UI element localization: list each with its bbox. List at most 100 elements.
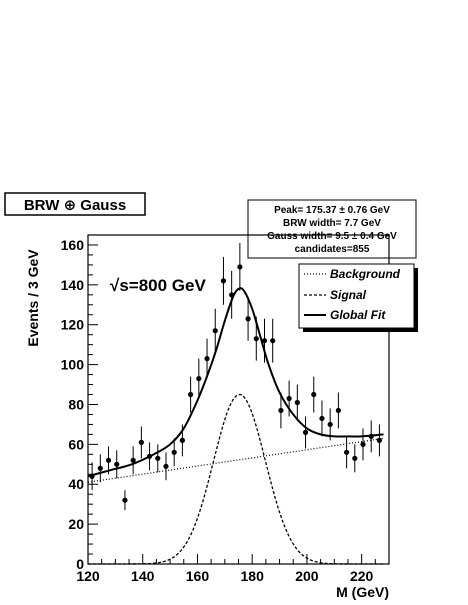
data-marker [319,415,325,422]
data-marker [114,461,120,467]
y-axis-label: Events / 3 GeV [25,249,41,347]
data-marker [352,455,358,461]
data-marker [196,375,202,382]
legend: Background Signal Global Fit [298,263,418,332]
data-point [138,426,144,459]
data-marker [360,441,366,447]
data-point [360,428,366,461]
data-point [335,392,341,429]
y-tick-label: 120 [61,317,85,333]
legend-label-global-fit: Global Fit [330,308,386,322]
data-point [278,392,284,429]
data-point [97,454,103,483]
x-axis-label: M (GeV) [336,584,389,600]
data-point [114,450,120,479]
data-point [245,296,251,341]
y-tick-label: 100 [61,357,85,373]
fit-stat-brw-width: BRW width= 7.7 GeV [283,218,381,229]
data-marker [97,465,103,471]
data-points [89,242,383,511]
energy-annotation: √s=800 GeV [110,276,206,295]
data-point [302,416,309,449]
data-marker [155,455,161,461]
data-point [311,376,317,413]
data-point [130,446,136,475]
data-marker [245,316,251,322]
legend-label-background: Background [330,267,401,281]
data-marker [220,278,227,284]
data-marker [146,453,153,459]
data-point [89,462,95,491]
data-marker [302,429,309,435]
fit-stat-gauss-width: Gauss width= 9.5 ± 0.4 GeV [267,231,397,242]
data-marker [261,338,268,344]
x-tick-label: 180 [241,568,265,584]
data-point [155,444,161,473]
data-marker [122,497,128,503]
data-marker [229,292,235,298]
data-point [261,318,268,363]
fit-stat-candidates: candidates=855 [295,244,370,255]
y-tick-label: 60 [68,436,84,452]
y-tick-label: 20 [68,516,84,532]
fit-stat-peak: Peak= 175.37 ± 0.76 GeV [274,205,390,216]
y-tick-label: 140 [61,277,85,293]
data-marker [237,264,243,270]
data-point [368,420,374,453]
data-point [286,380,292,417]
x-tick-label: 140 [131,568,155,584]
data-marker [138,439,144,445]
data-point [237,242,243,291]
data-marker [311,391,317,398]
x-tick-label: 120 [76,568,100,584]
data-point [204,338,210,379]
data-marker [270,338,276,344]
data-point [376,424,383,457]
x-tick-label: 220 [350,568,374,584]
chart-title: BRW ⊕ Gauss [24,197,126,214]
data-point [179,424,186,457]
data-point [229,270,235,319]
data-marker [278,407,284,414]
data-point [327,408,333,441]
y-tick-label: 0 [76,556,84,572]
data-point [146,442,153,471]
axis-ticks: 120 140 160 180 200 220 0 20 40 60 80 100 120 140 160 [61,237,376,584]
y-tick-label: 160 [61,237,85,253]
data-marker [105,457,112,463]
data-point [163,452,169,481]
data-marker [368,433,374,439]
data-marker [204,356,210,362]
data-point [105,446,112,475]
x-tick-label: 200 [295,568,319,584]
data-point [196,358,202,399]
data-marker [89,473,95,479]
data-point [188,376,194,413]
data-point [122,490,128,511]
fit-stats-box: Peak= 175.37 ± 0.76 GeV BRW width= 7.7 G… [247,199,417,259]
data-marker [188,391,194,398]
data-marker [163,463,169,469]
data-marker [335,407,341,414]
data-marker [212,328,218,334]
legend-label-signal: Signal [330,288,367,302]
signal-curve [88,393,384,565]
data-point [220,256,227,305]
data-marker [171,449,177,455]
data-point [212,308,218,353]
data-marker [130,457,136,463]
data-point [253,316,259,361]
title-box [4,192,146,216]
data-marker [294,399,300,406]
x-tick-label: 160 [186,568,210,584]
legend-box [298,263,415,329]
data-point [319,400,325,437]
data-marker [376,437,383,443]
data-point [343,436,350,469]
data-marker [343,449,350,455]
y-tick-label: 80 [68,396,84,412]
data-point [294,384,300,421]
data-point [352,444,358,473]
data-point [270,318,276,363]
